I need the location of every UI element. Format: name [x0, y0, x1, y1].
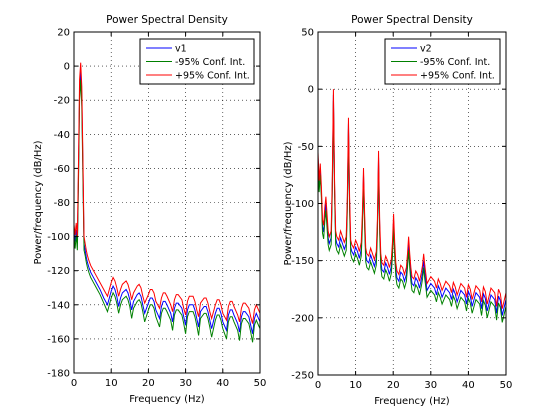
y-axis-label: Power/frequency (dB/Hz): [33, 140, 44, 264]
y-tick-label: -60: [54, 164, 70, 175]
legend-label-2: -95% Conf. Int.: [175, 57, 245, 68]
x-tick-label: 20: [142, 378, 155, 389]
x-axis-label: Frequency (Hz): [129, 394, 205, 405]
x-tick-label: 20: [387, 380, 400, 391]
series-line-2: [318, 100, 506, 323]
y-tick-label: 20: [57, 28, 70, 39]
x-axis-label: Frequency (Hz): [374, 396, 450, 407]
y-axis-label: Power/frequency (dB/Hz): [283, 141, 294, 265]
series-line-1: [74, 71, 260, 334]
x-tick-label: 10: [105, 378, 118, 389]
x-tick-label: 10: [349, 380, 362, 391]
chart-title: Power Spectral Density: [351, 14, 473, 26]
y-tick-label: -140: [47, 300, 70, 311]
y-tick-label: -120: [47, 266, 70, 277]
x-tick-label: 30: [424, 380, 437, 391]
x-tick-label: 40: [216, 378, 229, 389]
legend-label-3: +95% Conf. Int.: [175, 71, 250, 82]
y-tick-label: 0: [64, 62, 70, 73]
chart-1: 0 10 20 30 40 50 20 0 -20 -40 -60 -80 -100 -120 -140 -1…: [33, 14, 266, 405]
y-tick-label: 0: [308, 85, 314, 96]
legend: v1 -95% Conf. Int. +95% Conf. Int.: [139, 38, 255, 85]
x-tick-label: 40: [462, 380, 475, 391]
y-tick-label: -100: [47, 232, 70, 243]
x-tick-label: 30: [179, 378, 192, 389]
y-tick-label: -100: [291, 199, 314, 210]
y-tick-label: -20: [54, 96, 70, 107]
x-tick-label: 0: [315, 380, 321, 391]
chart-2: 0 10 20 30 40 50 50 0 -50 -100 -150 -200 -250 Power S…: [283, 14, 512, 407]
y-tick-label: -150: [291, 256, 314, 267]
legend-label-1: v1: [175, 44, 187, 55]
y-tick-label: -40: [54, 130, 70, 141]
y-tick-label: -250: [291, 371, 314, 382]
y-tick-label: -50: [298, 142, 314, 153]
y-tick-label: -180: [47, 369, 70, 380]
legend-label-1: v2: [420, 44, 432, 55]
series-line-3: [74, 62, 260, 324]
series-line-2: [74, 79, 260, 343]
chart-title: Power Spectral Density: [106, 14, 228, 26]
y-tick-label: 50: [301, 28, 314, 39]
legend: v2 -95% Conf. Int. +95% Conf. Int.: [384, 38, 501, 85]
legend-label-2: -95% Conf. Int.: [420, 57, 490, 68]
x-tick-label: 50: [500, 380, 513, 391]
y-tick-label: -200: [291, 313, 314, 324]
y-tick-label: -80: [54, 198, 70, 209]
y-tick-label: -160: [47, 334, 70, 345]
series-line-3: [318, 89, 506, 309]
legend-label-3: +95% Conf. Int.: [420, 71, 495, 82]
x-tick-label: 50: [254, 378, 267, 389]
x-tick-label: 0: [71, 378, 77, 389]
